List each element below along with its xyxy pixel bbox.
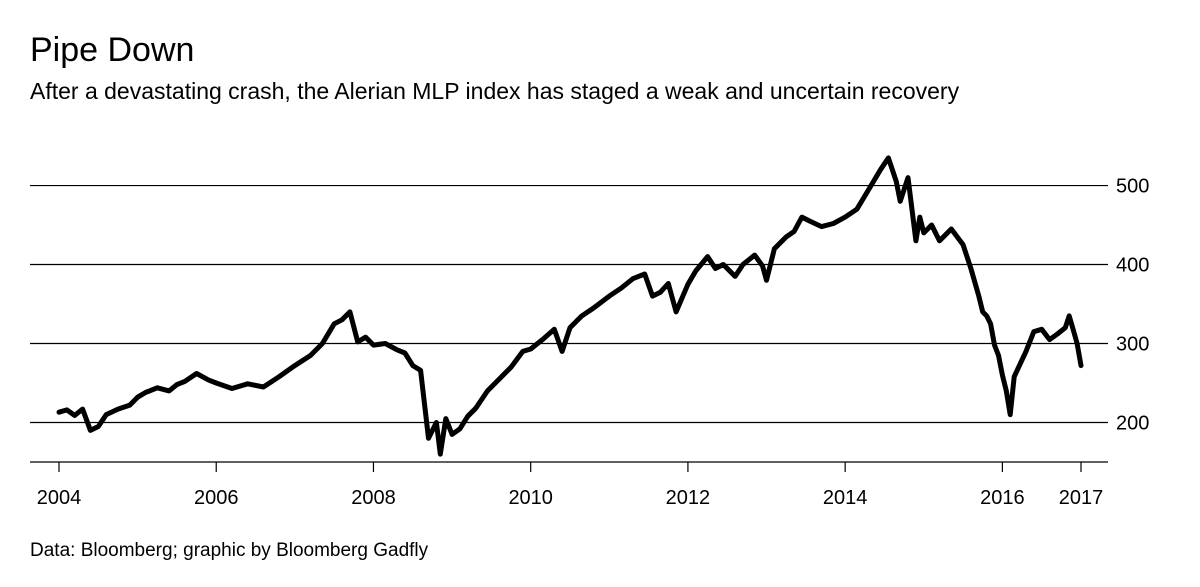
y-axis: 200 300 400 500 <box>1116 176 1149 435</box>
x-tick-label-2008: 2008 <box>351 487 396 509</box>
y-tick-label-200: 200 <box>1116 413 1149 435</box>
y-tick-label-500: 500 <box>1116 176 1149 198</box>
x-tick-label-2016: 2016 <box>980 487 1025 509</box>
series-layer <box>56 155 1084 457</box>
y-tick-label-300: 300 <box>1116 334 1149 356</box>
x-tick-label-2006: 2006 <box>194 487 239 509</box>
x-tick-label-2004: 2004 <box>37 487 82 509</box>
chart-title: Pipe Down <box>30 31 195 69</box>
x-tick-label-2017: 2017 <box>1059 487 1104 509</box>
chart-source-note: Data: Bloomberg; graphic by Bloomberg Ga… <box>30 540 429 561</box>
x-tick-label-2010: 2010 <box>508 487 553 509</box>
x-tick-label-2012: 2012 <box>666 487 711 509</box>
y-tick-label-400: 400 <box>1116 255 1149 277</box>
x-axis: 2004 2006 2008 2010 2012 2014 2016 2017 <box>30 461 1108 509</box>
series-line-mlp-index <box>56 155 1084 457</box>
x-tick-label-2014: 2014 <box>823 487 868 509</box>
gridlines <box>30 184 1108 424</box>
chart-subtitle: After a devastating crash, the Alerian M… <box>30 78 960 104</box>
